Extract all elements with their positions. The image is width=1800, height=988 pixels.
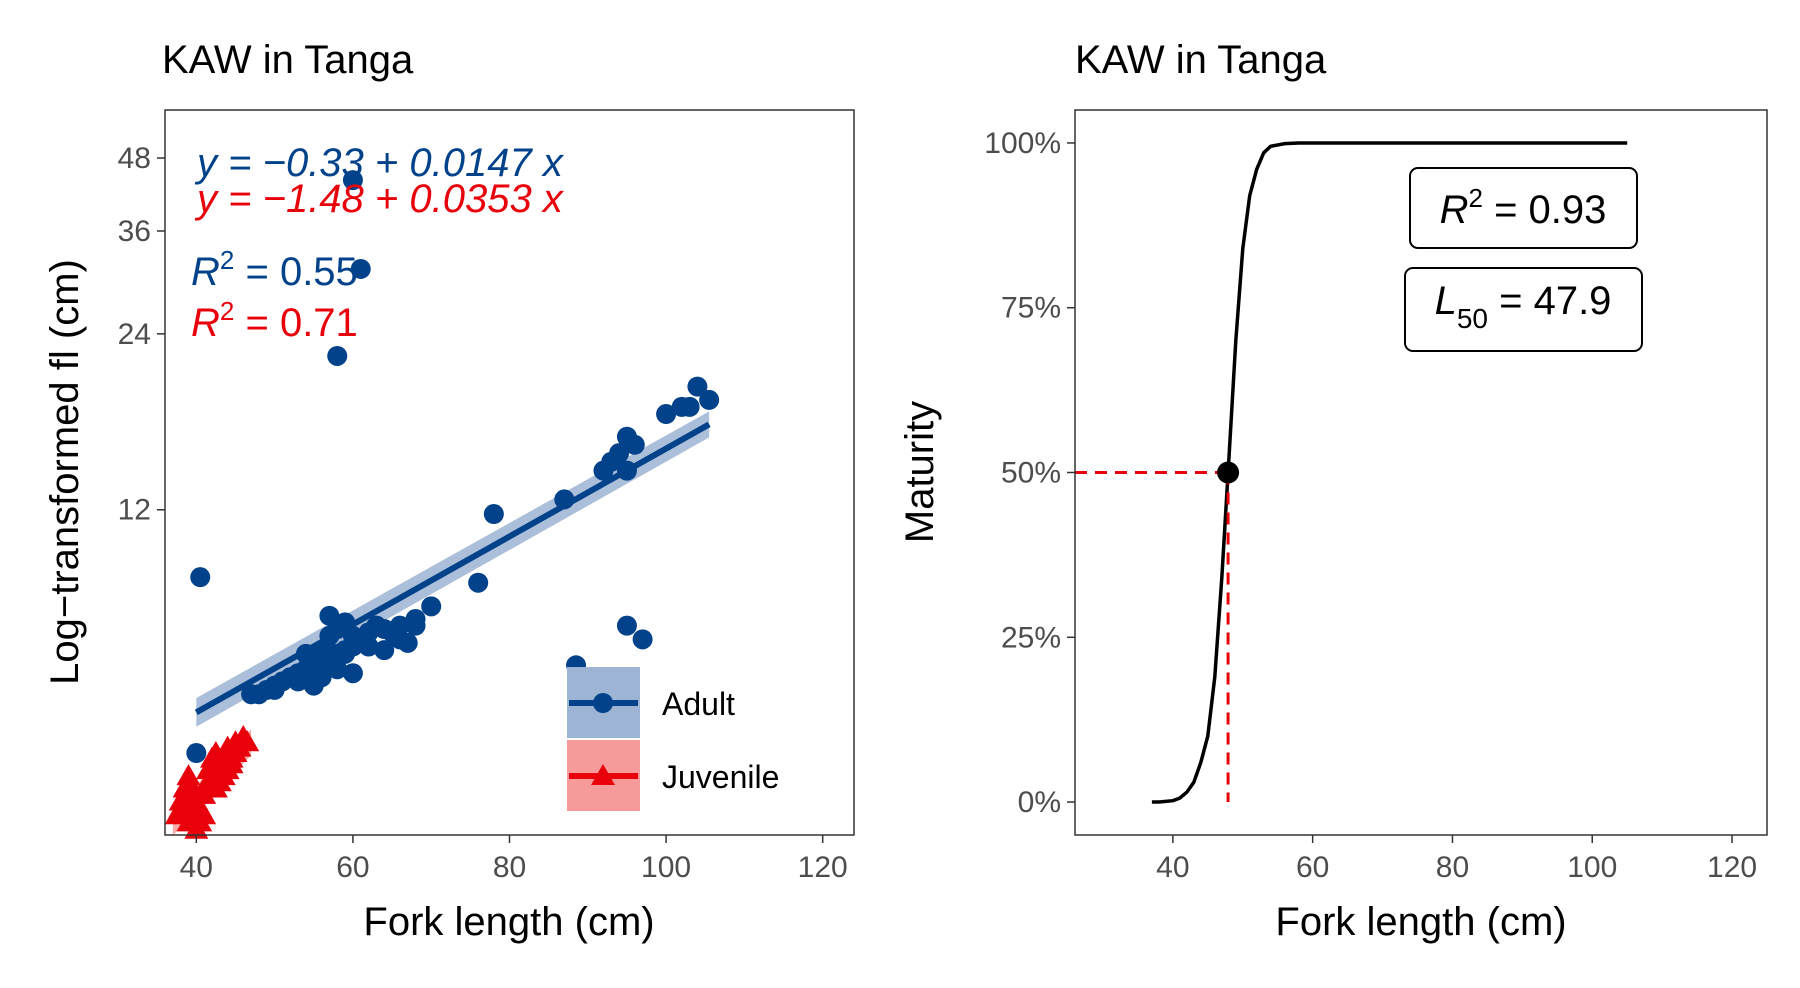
left-plot-area — [0, 110, 720, 839]
right-y-tick-label: 75% — [1001, 292, 1061, 325]
adult-point — [186, 743, 207, 764]
left-y-axis-label: Log−transformed fl (cm) — [43, 259, 87, 685]
adult-point — [335, 643, 356, 664]
right-y-tick-label: 100% — [984, 127, 1061, 160]
adult-point — [421, 596, 442, 617]
adult-point — [616, 615, 637, 636]
right-plot-area — [1075, 141, 1628, 804]
juvenile-point — [184, 796, 209, 818]
right-x-tick-label: 120 — [1707, 851, 1757, 884]
fit-line-juvenile — [170, 740, 254, 825]
adult-point — [374, 640, 395, 661]
left-chart: KAW in Tanga 12 24 36 48 40 60 80 100 120 Fork … — [0, 38, 855, 944]
juvenile-point — [235, 730, 260, 752]
adult-point — [687, 376, 708, 397]
right-y-tick-label: 25% — [1001, 621, 1061, 654]
legend-juvenile-label: Juvenile — [662, 759, 779, 795]
adult-point — [342, 663, 363, 684]
adult-point — [366, 615, 387, 636]
left-chart-title: KAW in Tanga — [162, 38, 414, 82]
right-y-tick-label: 50% — [1001, 457, 1061, 490]
left-x-axis-label: Fork length (cm) — [363, 900, 654, 944]
adult-point — [593, 460, 614, 481]
adult-point — [342, 170, 363, 191]
right-x-axis-label: Fork length (cm) — [1275, 900, 1566, 944]
left-x-tick-label: 40 — [180, 851, 213, 884]
adult-point — [699, 389, 720, 410]
left-x-ticks: 40 60 80 100 120 — [180, 835, 848, 884]
adult-equation: y = −0.33 + 0.0147 x — [194, 141, 565, 185]
right-chart-title: KAW in Tanga — [1075, 38, 1327, 82]
adult-point — [327, 659, 348, 680]
juvenile-point — [172, 776, 197, 798]
adult-point — [311, 667, 332, 688]
adult-point — [624, 434, 645, 455]
l50-box: L50 = 47.9 — [1404, 267, 1643, 352]
adult-point — [190, 567, 211, 588]
legend-adult-marker — [593, 693, 613, 713]
legend-item-juvenile: Juvenile — [567, 740, 779, 811]
right-x-tick-label: 40 — [1156, 851, 1189, 884]
legend-adult-label: Adult — [662, 686, 735, 722]
adult-point — [679, 396, 700, 417]
right-x-tick-label: 80 — [1436, 851, 1469, 884]
adult-point — [405, 615, 426, 636]
right-x-ticks: 40 60 80 100 120 — [1156, 835, 1757, 884]
adult-point — [656, 404, 677, 425]
juvenile-r2: R2 = 0.71 — [191, 296, 358, 345]
right-y-tick-label: 0% — [1018, 786, 1061, 819]
adult-point — [350, 258, 371, 279]
left-x-tick-label: 120 — [798, 851, 848, 884]
adult-point — [241, 684, 262, 705]
left-y-tick-label: 48 — [118, 142, 151, 175]
juvenile-point — [176, 764, 201, 786]
r2-box-text: R2 = 0.93 — [1440, 183, 1607, 232]
adult-point — [280, 667, 301, 688]
left-x-tick-label: 100 — [641, 851, 691, 884]
right-y-ticks: 0% 25% 50% 75% 100% — [984, 127, 1075, 819]
adult-point — [632, 629, 653, 650]
left-x-tick-label: 60 — [336, 851, 369, 884]
legend-item-adult: Adult — [567, 667, 735, 738]
legend-juvenile-marker — [591, 764, 615, 785]
left-x-tick-label: 80 — [493, 851, 526, 884]
legend: Adult Juvenile — [567, 667, 779, 811]
right-x-tick-label: 60 — [1296, 851, 1329, 884]
adult-point — [468, 572, 489, 593]
r2-box: R2 = 0.93 — [1409, 167, 1638, 249]
left-y-ticks: 12 24 36 48 — [118, 142, 165, 527]
left-y-tick-label: 12 — [118, 494, 151, 527]
maturity-curve — [1151, 141, 1628, 804]
adult-point — [264, 679, 285, 700]
right-chart: KAW in Tanga 0% 25% 50% 75% 100% 40 60 80 100 12… — [898, 38, 1768, 944]
l50-box-text: L50 = 47.9 — [1435, 279, 1612, 334]
adult-r2: R2 = 0.55 — [191, 245, 358, 294]
left-y-tick-label: 36 — [118, 215, 151, 248]
adult-point — [483, 504, 504, 525]
adult-point — [397, 632, 418, 653]
l50-point — [1217, 461, 1240, 484]
right-y-axis-label: Maturity — [898, 401, 942, 543]
adult-point — [327, 345, 348, 366]
left-y-tick-label: 24 — [118, 318, 151, 351]
l50-box-frame — [1404, 267, 1643, 352]
juvenile-equation: y = −1.48 + 0.0353 x — [194, 177, 565, 221]
fit-line-adult — [194, 421, 711, 715]
r2-box-frame — [1409, 167, 1638, 249]
left-clip-mask — [0, 110, 164, 835]
adult-point — [358, 636, 379, 657]
right-x-tick-label: 100 — [1567, 851, 1617, 884]
